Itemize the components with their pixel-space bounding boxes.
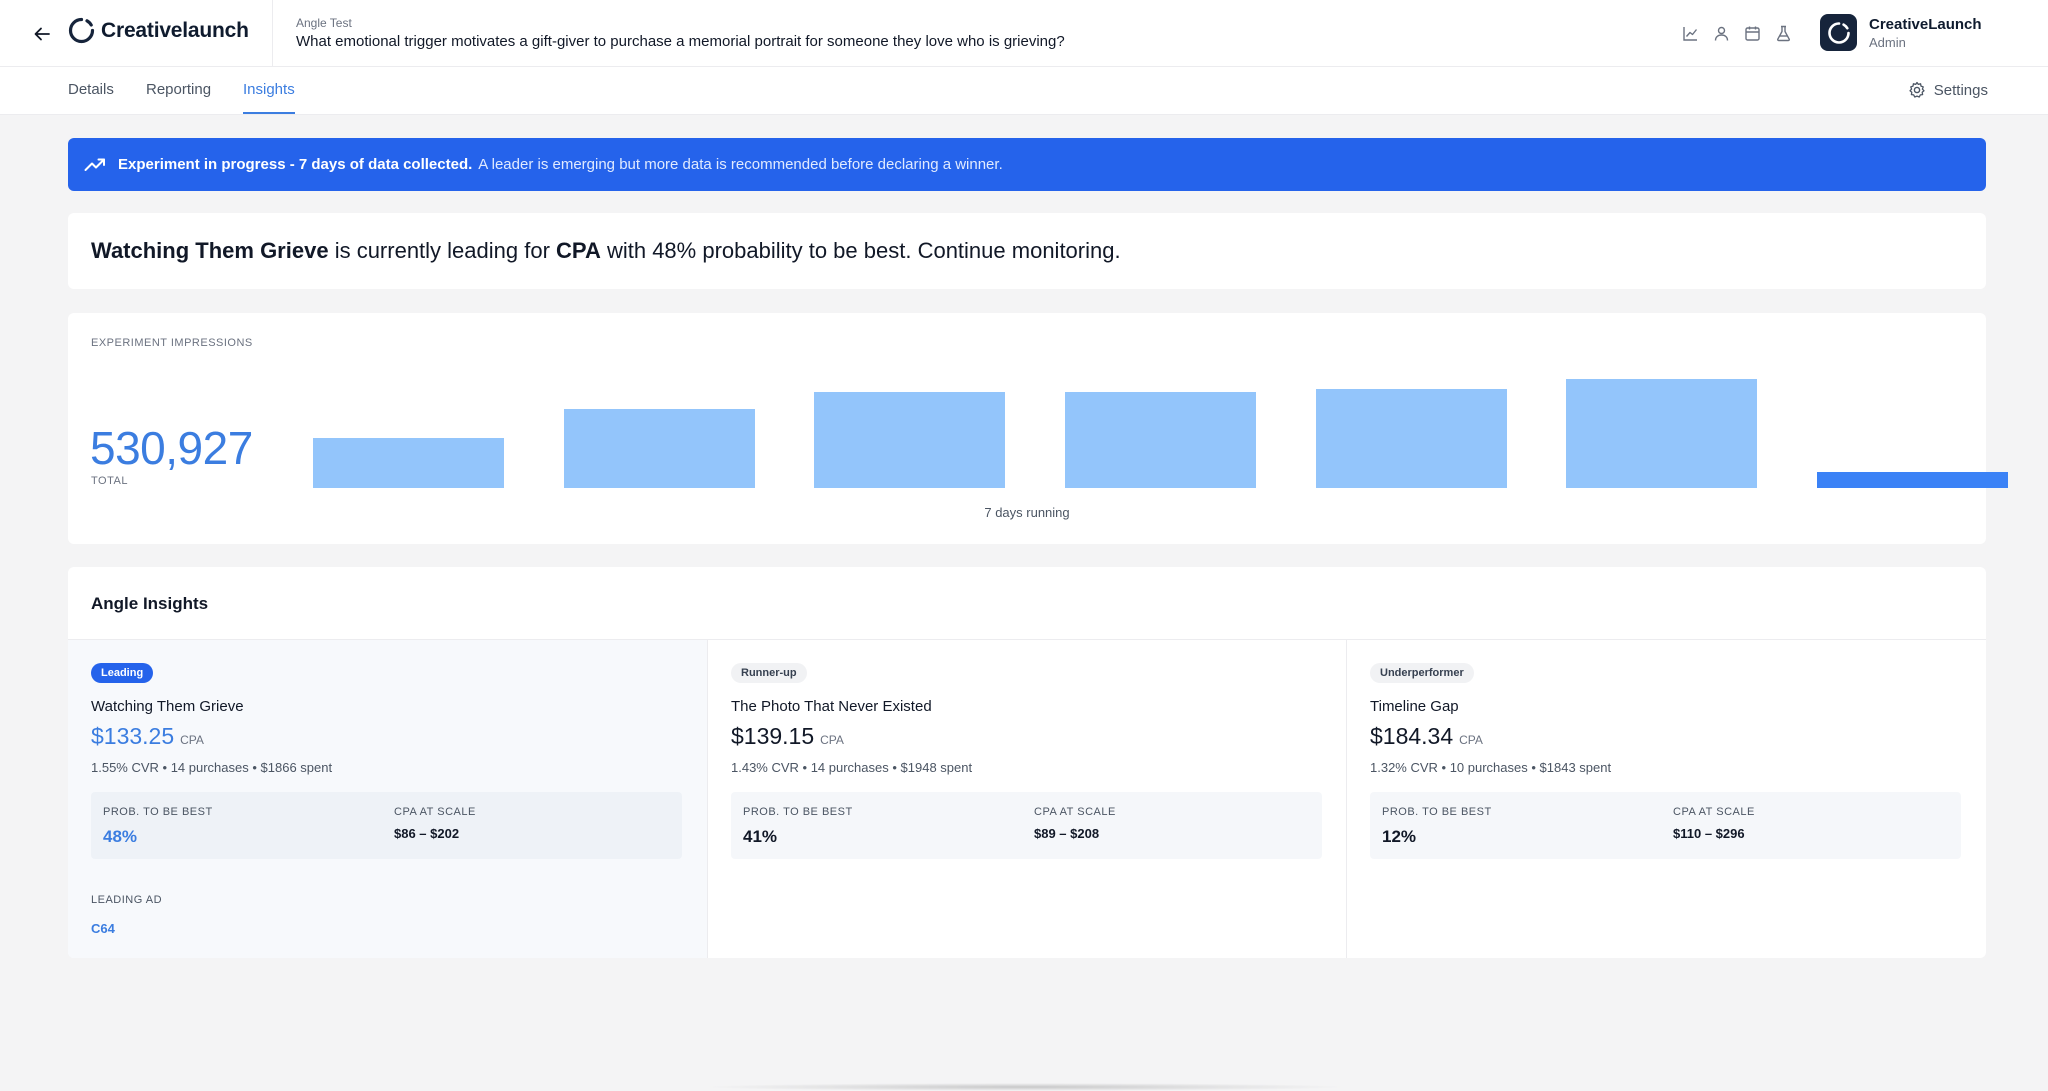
summary-metric: CPA <box>556 238 601 263</box>
tab-reporting[interactable]: Reporting <box>146 81 212 98</box>
angle-card-leading[interactable]: Leading Watching Them Grieve $133.25 CPA… <box>68 640 707 958</box>
chart-bar <box>814 392 1006 488</box>
angle-name: Watching Them Grieve <box>91 698 244 715</box>
impressions-total: 530,927 <box>90 422 253 474</box>
divider <box>68 639 1986 640</box>
trending-up-icon <box>84 154 106 176</box>
cpa-scale-label: CPA AT SCALE <box>394 806 476 818</box>
prob-best-value: 41% <box>743 827 778 846</box>
logo-ring-icon <box>1827 21 1850 44</box>
page-title: What emotional trigger motivates a gift-… <box>296 33 1065 50</box>
brand-name: Creativelaunch <box>101 18 249 42</box>
cpa-row: $184.34 CPA <box>1370 723 1483 750</box>
banner-headline: Experiment in progress - 7 days of data … <box>118 156 473 173</box>
cpa-scale-label: CPA AT SCALE <box>1034 806 1116 818</box>
user-menu[interactable]: CreativeLaunch Admin <box>1820 14 1982 51</box>
cpa-unit: CPA <box>820 733 844 747</box>
back-button[interactable] <box>28 20 56 48</box>
chart-bar <box>1566 379 1758 488</box>
days-running-label: 7 days running <box>984 505 1070 520</box>
gear-icon <box>1909 81 1925 98</box>
header-divider <box>272 0 273 67</box>
logo-ring-icon <box>68 17 95 44</box>
impressions-label: EXPERIMENT IMPRESSIONS <box>91 337 253 349</box>
banner-message: A leader is emerging but more data is re… <box>478 156 1003 173</box>
summary-text: is currently leading for <box>328 238 557 263</box>
chart-bar <box>313 438 504 488</box>
avatar <box>1820 14 1857 51</box>
section-title: Angle Insights <box>91 594 209 613</box>
leading-ad-link[interactable]: C64 <box>91 921 115 936</box>
header-tools <box>1680 23 1794 44</box>
angle-name: The Photo That Never Existed <box>731 698 932 715</box>
impressions-total-label: TOTAL <box>91 475 128 487</box>
prob-best-value: 12% <box>1382 827 1417 846</box>
cpa-value: $139.15 <box>731 723 815 749</box>
user-role: Admin <box>1869 34 1906 50</box>
user-icon[interactable] <box>1711 23 1732 44</box>
tab-details[interactable]: Details <box>68 81 114 98</box>
cpa-scale-value: $86 – $202 <box>394 826 460 841</box>
user-name: CreativeLaunch <box>1869 15 1982 33</box>
breadcrumb: Angle Test <box>296 16 352 30</box>
experiment-status-banner: Experiment in progress - 7 days of data … <box>68 138 1986 191</box>
cpa-value: $133.25 <box>91 723 175 749</box>
angle-card-runner-up[interactable]: Runner-up The Photo That Never Existed $… <box>707 640 1346 958</box>
cpa-row: $133.25 CPA <box>91 723 204 750</box>
tab-insights[interactable]: Insights <box>243 81 295 114</box>
impressions-bar-chart <box>313 373 2008 488</box>
flask-icon[interactable] <box>1773 23 1794 44</box>
status-badge: Underperformer <box>1370 663 1474 683</box>
cpa-scale-value: $110 – $296 <box>1673 826 1745 841</box>
cpa-scale-label: CPA AT SCALE <box>1673 806 1755 818</box>
metric-box: PROB. TO BE BEST 41% CPA AT SCALE $89 – … <box>731 792 1322 859</box>
angle-name: Timeline Gap <box>1370 698 1459 715</box>
prob-best-value: 48% <box>103 827 138 846</box>
calendar-icon[interactable] <box>1742 23 1763 44</box>
status-badge: Runner-up <box>731 663 807 683</box>
prob-best-label: PROB. TO BE BEST <box>1382 806 1492 818</box>
metric-box: PROB. TO BE BEST 48% CPA AT SCALE $86 – … <box>91 792 682 859</box>
settings-button[interactable]: Settings <box>1908 81 1988 99</box>
angle-stats: 1.55% CVR • 14 purchases • $1866 spent <box>91 760 333 775</box>
chart-bar <box>1065 392 1256 488</box>
leading-ad-label: LEADING AD <box>91 894 163 906</box>
angle-insights-card: Angle Insights Leading Watching Them Gri… <box>68 567 1986 958</box>
bottom-shadow <box>700 1083 1350 1091</box>
top-bar: Creativelaunch Angle Test What emotional… <box>0 0 2048 67</box>
tab-bar: Details Reporting Insights Settings <box>0 67 2048 115</box>
chart-bar <box>1315 388 1507 488</box>
prob-best-label: PROB. TO BE BEST <box>743 806 853 818</box>
cpa-scale-value: $89 – $208 <box>1034 826 1100 841</box>
angle-stats: 1.43% CVR • 14 purchases • $1948 spent <box>731 760 973 775</box>
summary-text-end: with 48% probability to be best. Continu… <box>600 238 1121 263</box>
angle-card-underperformer[interactable]: Underperformer Timeline Gap $184.34 CPA … <box>1346 640 1986 958</box>
chart-bar <box>563 408 755 488</box>
cpa-value: $184.34 <box>1370 723 1454 749</box>
arrow-left-icon <box>34 27 50 41</box>
impressions-card: EXPERIMENT IMPRESSIONS 530,927 TOTAL 7 d… <box>68 313 2008 544</box>
leader-angle-name: Watching Them Grieve <box>91 238 329 263</box>
prob-best-label: PROB. TO BE BEST <box>103 806 213 818</box>
chart-icon[interactable] <box>1680 23 1701 44</box>
cpa-unit: CPA <box>1459 733 1483 747</box>
chart-bar <box>1817 472 2008 488</box>
brand-logo[interactable]: Creativelaunch <box>68 17 249 44</box>
cpa-row: $139.15 CPA <box>731 723 844 750</box>
cpa-unit: CPA <box>180 733 204 747</box>
angle-stats: 1.32% CVR • 10 purchases • $1843 spent <box>1370 760 1612 775</box>
status-badge: Leading <box>91 663 154 683</box>
metric-box: PROB. TO BE BEST 12% CPA AT SCALE $110 –… <box>1370 792 1961 859</box>
leader-summary-card: Watching Them Grieve is currently leadin… <box>68 213 1986 289</box>
settings-label: Settings <box>1933 81 1988 99</box>
